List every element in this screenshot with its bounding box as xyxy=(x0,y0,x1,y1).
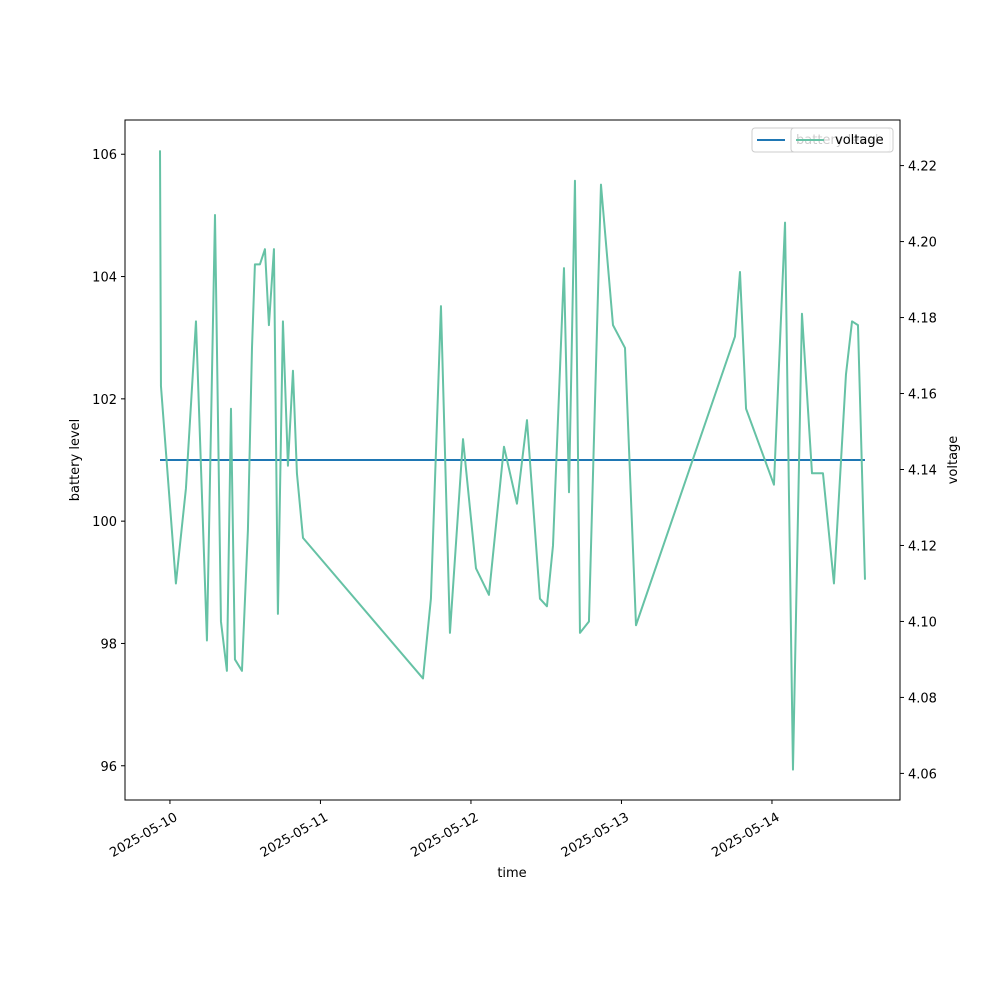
y2-tick-label: 4.12 xyxy=(908,539,937,554)
legend-label: voltage xyxy=(835,133,884,148)
x-axis-label: time xyxy=(497,866,526,881)
y2-tick-label: 4.22 xyxy=(908,160,937,175)
y-tick-label: 100 xyxy=(92,515,117,530)
y-tick-label: 96 xyxy=(100,760,117,775)
y2-tick-label: 4.20 xyxy=(908,236,937,251)
y2-tick-label: 4.08 xyxy=(908,691,937,706)
y2-axis-label: voltage xyxy=(946,436,961,485)
y2-tick-label: 4.06 xyxy=(908,767,937,782)
legend-box xyxy=(790,127,894,153)
y-axis-label: battery level xyxy=(68,419,83,502)
series-line xyxy=(159,150,866,771)
y-tick-label: 98 xyxy=(100,637,117,652)
y-tick-label: 104 xyxy=(92,271,117,286)
y2-tick-label: 4.10 xyxy=(908,615,937,630)
y2-tick-label: 4.16 xyxy=(908,388,937,403)
axes-frame xyxy=(124,119,901,801)
y-tick-label: 102 xyxy=(92,393,117,408)
y2-tick-label: 4.18 xyxy=(908,312,937,327)
y2-tick-label: 4.14 xyxy=(908,463,937,478)
y-tick-label: 106 xyxy=(92,148,117,163)
